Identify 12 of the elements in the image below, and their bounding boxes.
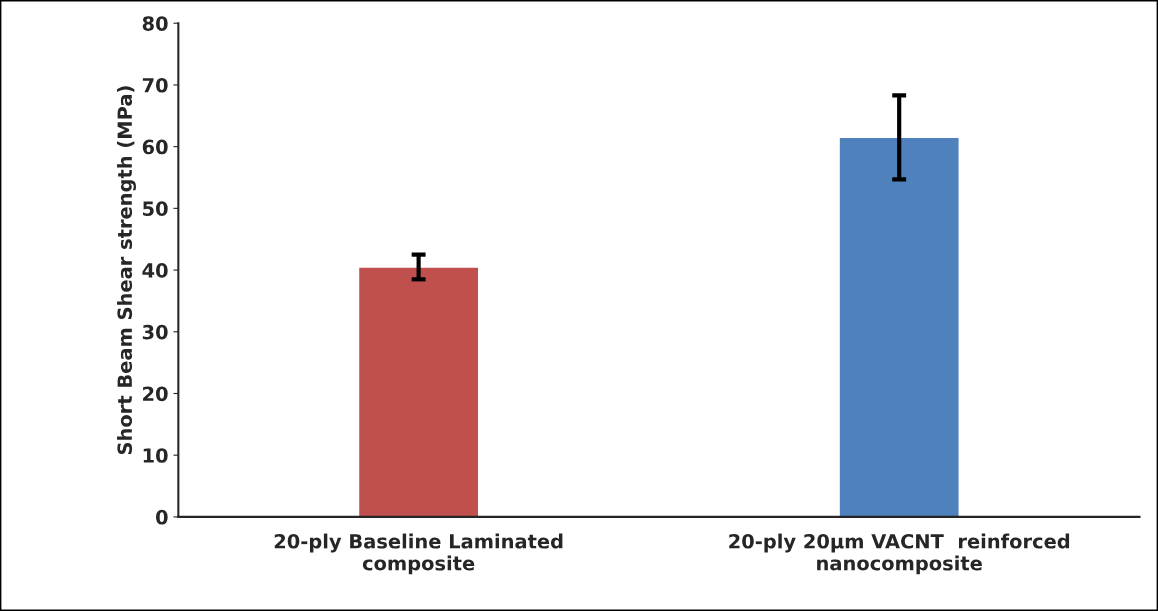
y-tick-label: 30 [142, 324, 168, 340]
x-tick-label: 20-ply 20µm VACNT reinforced nanocomposite [729, 533, 1070, 575]
y-tick-label: 0 [156, 509, 168, 525]
y-tick-label: 20 [143, 386, 168, 402]
y-tick-label: 70 [142, 77, 168, 93]
y-tick-label: 50 [143, 201, 168, 217]
y-axis-title: Short Beam Shear strength (MPa) [117, 86, 136, 455]
y-tick-label: 60 [142, 139, 168, 155]
y-tick-label: 40 [142, 263, 168, 278]
y-tick-label: 10 [143, 448, 168, 463]
x-tick-label: 20-ply Baseline Laminated composite [274, 533, 563, 575]
y-tick-label: 80 [142, 16, 168, 31]
